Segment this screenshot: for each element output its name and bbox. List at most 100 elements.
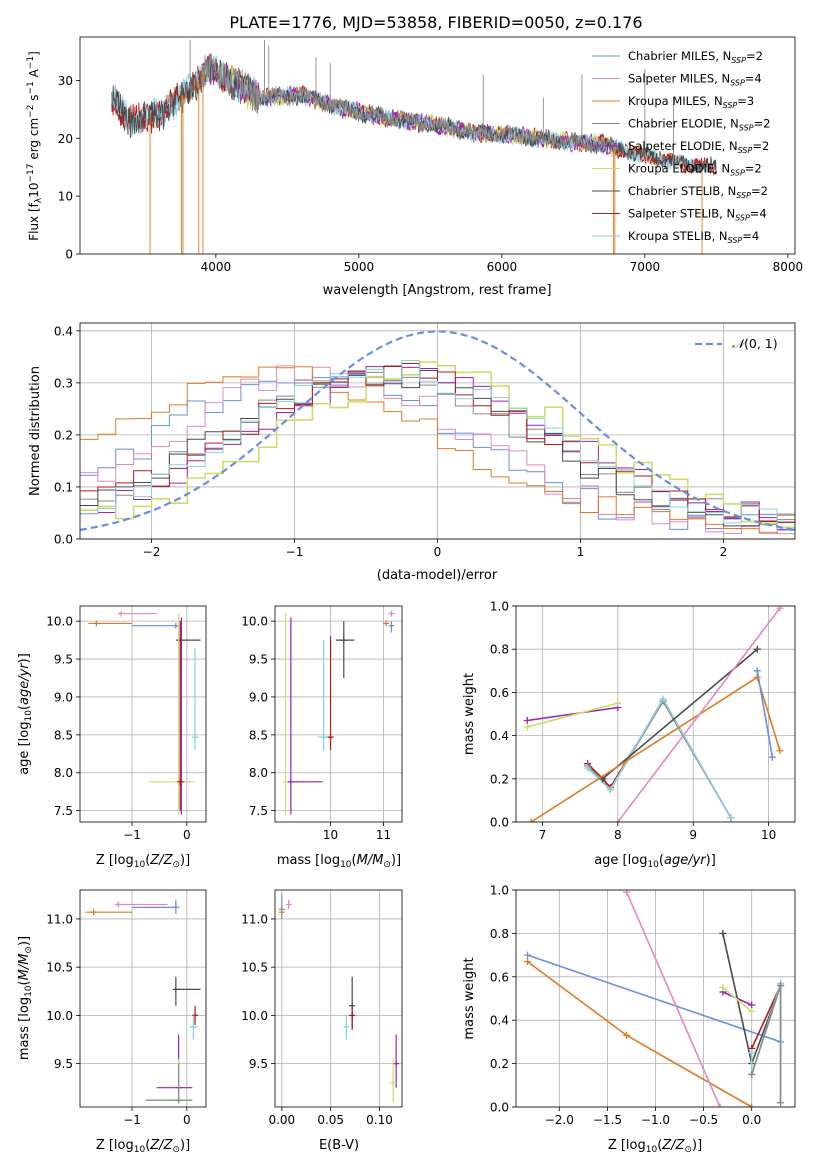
weight-marker xyxy=(748,1001,756,1009)
weight-line xyxy=(722,991,753,1006)
weight-marker xyxy=(753,667,761,675)
legend-label: Kroupa MILES, NSSP=3 xyxy=(628,94,754,110)
weight-marker xyxy=(727,814,735,822)
y-tick-label: 9.5 xyxy=(249,1057,268,1071)
data-point xyxy=(320,734,327,741)
data-point xyxy=(343,1023,350,1030)
x-tick-label: 0.0 xyxy=(742,1113,761,1127)
data-point xyxy=(172,986,179,993)
y-tick-label: 0.8 xyxy=(490,643,509,657)
weight-line xyxy=(530,676,781,822)
y-tick-label: 30 xyxy=(58,74,73,88)
y-tick-label: 20 xyxy=(58,132,73,146)
legend-label: Salpeter STELIB, NSSP=4 xyxy=(628,207,767,223)
weight-line xyxy=(722,987,753,1013)
x-tick-label: −2 xyxy=(143,545,161,559)
y-tick-label: 10.0 xyxy=(241,615,268,629)
weight-marker xyxy=(768,753,776,761)
y-tick-label: 10.0 xyxy=(46,615,73,629)
data-point xyxy=(340,637,347,644)
y-tick-label: 10.0 xyxy=(46,1009,73,1023)
y-tick-label: 8.0 xyxy=(54,766,73,780)
weight-line xyxy=(527,706,618,722)
weight-marker xyxy=(623,1031,631,1039)
y-tick-label: 0.0 xyxy=(490,816,509,830)
weight_vs_Z-axes: −2.0 −1.5 −1.0 −0.5 0.0 0.0 0.2 0.4 0.6 0.8 1.0 mas… xyxy=(462,884,796,1155)
weight-line xyxy=(527,702,619,728)
data-point xyxy=(190,1023,197,1030)
weight-line xyxy=(527,954,781,1043)
x-tick-label: −0.5 xyxy=(689,1113,718,1127)
axes-frame xyxy=(515,605,796,823)
y-tick-label: 0.2 xyxy=(490,772,509,786)
data-point xyxy=(192,734,199,741)
y-tick-label: 7.5 xyxy=(249,804,268,818)
y-axis-label: mass weight xyxy=(462,957,477,1039)
data-point xyxy=(172,622,179,629)
axes-frame xyxy=(79,322,796,540)
weight-marker xyxy=(623,890,631,896)
age_vs_mass-axes: 10 11 7.5 8.0 8.5 9.0 9.5 10.0 mass [log10(M/M⊙)… xyxy=(241,605,403,870)
weight-marker xyxy=(748,1070,756,1078)
plot-area xyxy=(282,610,395,815)
y-tick-label: 0.4 xyxy=(490,729,509,743)
x-axis-label: mass [log10(M/M⊙)] xyxy=(277,853,401,870)
y-tick-label: 9.0 xyxy=(249,690,268,704)
x-axis-label: wavelength [Angstrom, rest frame] xyxy=(323,283,552,298)
weight-marker xyxy=(584,764,592,772)
weight-line xyxy=(750,985,782,1103)
residuals-axes: −2 −1 0 1 2 0.0 0.1 0.2 0.3 0.4 (data-model)/error… xyxy=(28,322,796,583)
y-tick-label: 1.0 xyxy=(490,884,509,898)
y-tick-label: 0.4 xyxy=(490,1014,509,1028)
age_vs_Z-axes: −1 0 7.5 8.0 8.5 9.0 9.5 10.0 Z [log10(Z/Z⊙)] age… xyxy=(17,605,207,870)
legend-label: Salpeter ELODIE, NSSP=2 xyxy=(628,139,769,155)
weight-marker xyxy=(606,786,614,794)
y-tick-label: 0.8 xyxy=(490,927,509,941)
mass_vs_ebv-axes: 0.00 0.05 0.10 9.5 10.0 10.5 11.0 E(B-V) xyxy=(241,889,403,1153)
plot-area xyxy=(111,39,717,254)
y-tick-label: 8.0 xyxy=(249,766,268,780)
data-point xyxy=(282,778,289,785)
y-tick-label: 0.2 xyxy=(490,1057,509,1071)
data-point xyxy=(118,610,125,617)
histogram-line xyxy=(80,360,795,532)
weight-marker xyxy=(777,1099,785,1107)
weight-line xyxy=(756,670,774,758)
x-tick-label: 0 xyxy=(434,545,442,559)
data-point xyxy=(388,610,395,617)
axes-frame xyxy=(79,889,207,1108)
histogram-line xyxy=(80,365,795,535)
y-tick-label: 0.3 xyxy=(54,376,73,390)
legend-label: Kroupa ELODIE, NSSP=2 xyxy=(628,162,762,178)
weight-line xyxy=(587,697,732,819)
legend-label: Chabrier MILES, NSSP=2 xyxy=(628,49,763,65)
legend-label: Chabrier ELODIE, NSSP=2 xyxy=(628,117,770,133)
weight-marker xyxy=(719,929,727,937)
spectrum-line xyxy=(201,58,617,156)
data-point xyxy=(90,909,97,916)
weight-line xyxy=(617,607,781,822)
data-point xyxy=(327,734,334,741)
spectrum-line xyxy=(201,54,617,154)
y-tick-label: 0.1 xyxy=(54,480,73,494)
weight-marker xyxy=(777,981,785,989)
y-tick-label: 0.0 xyxy=(54,533,73,547)
x-tick-label: −1 xyxy=(123,1113,141,1127)
weight-marker xyxy=(523,723,531,731)
plot-area xyxy=(524,890,785,1107)
axes-frame xyxy=(79,605,207,823)
x-tick-label: 1 xyxy=(577,545,585,559)
x-tick-label: 10 xyxy=(761,828,776,842)
weight-marker xyxy=(776,747,784,755)
x-tick-label: 8 xyxy=(614,828,622,842)
legend-label: Kroupa STELIB, NSSP=4 xyxy=(628,229,759,245)
y-axis-label: mass weight xyxy=(462,673,477,755)
weight-marker xyxy=(748,1049,756,1057)
x-tick-label: 6000 xyxy=(487,260,518,274)
axes-frame xyxy=(274,605,403,823)
x-tick-label: 10 xyxy=(323,828,338,842)
plot-area xyxy=(523,606,784,822)
y-tick-label: 10.5 xyxy=(241,961,268,975)
x-tick-label: −1.0 xyxy=(641,1113,670,1127)
data-point xyxy=(349,1012,356,1019)
